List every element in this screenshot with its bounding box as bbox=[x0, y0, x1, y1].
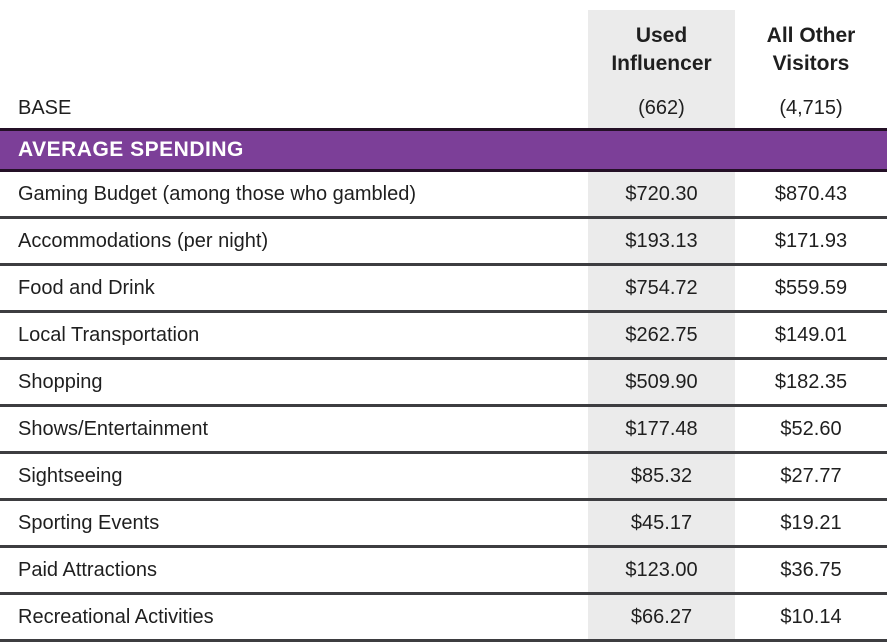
used-influencer-value: $193.13 bbox=[625, 229, 698, 252]
table-row: Gaming Budget (among those who gambled) … bbox=[0, 172, 887, 219]
table-row: Sporting Events $45.17 $19.21 bbox=[0, 501, 887, 548]
row-label: Sightseeing bbox=[18, 464, 123, 487]
column-header-row: Used Influencer All Other Visitors bbox=[0, 0, 887, 88]
col-header-all-other-visitors: All Other Visitors bbox=[766, 24, 856, 75]
all-other-visitors-value: $171.93 bbox=[774, 229, 848, 252]
used-influencer-value: $754.72 bbox=[625, 276, 698, 299]
used-influencer-value: $45.17 bbox=[630, 511, 693, 534]
base-all-other-visitors-count: (4,715) bbox=[779, 96, 843, 119]
used-influencer-value: $66.27 bbox=[630, 605, 693, 628]
used-influencer-column-highlight bbox=[588, 10, 735, 642]
used-influencer-value: $85.32 bbox=[630, 464, 693, 487]
used-influencer-value: $262.75 bbox=[625, 323, 698, 346]
used-influencer-value: $509.90 bbox=[625, 370, 698, 393]
table-row: Paid Attractions $123.00 $36.75 bbox=[0, 548, 887, 595]
row-label: Shows/Entertainment bbox=[18, 417, 209, 440]
row-label: Gaming Budget (among those who gambled) bbox=[18, 182, 417, 205]
table-row: Recreational Activities $66.27 $10.14 bbox=[0, 595, 887, 642]
table-row: Shows/Entertainment $177.48 $52.60 bbox=[0, 407, 887, 454]
all-other-visitors-value: $559.59 bbox=[774, 276, 848, 299]
used-influencer-value: $177.48 bbox=[625, 417, 698, 440]
table-row: Local Transportation $262.75 $149.01 bbox=[0, 313, 887, 360]
section-header-average-spending: AVERAGE SPENDING bbox=[0, 128, 887, 172]
row-label: Local Transportation bbox=[18, 323, 200, 346]
row-label: Food and Drink bbox=[18, 276, 155, 299]
all-other-visitors-value: $149.01 bbox=[774, 323, 848, 346]
table-row: Accommodations (per night) $193.13 $171.… bbox=[0, 219, 887, 266]
base-row: BASE (662) (4,715) bbox=[0, 88, 887, 128]
base-used-influencer-count: (662) bbox=[638, 96, 685, 119]
table-rows: Gaming Budget (among those who gambled) … bbox=[0, 172, 887, 642]
section-header-label: AVERAGE SPENDING bbox=[18, 138, 244, 161]
all-other-visitors-value: $52.60 bbox=[780, 417, 842, 440]
all-other-visitors-value: $10.14 bbox=[780, 605, 842, 628]
all-other-visitors-value: $27.77 bbox=[780, 464, 842, 487]
row-label: Shopping bbox=[18, 370, 103, 393]
col-header-used-influencer: Used Influencer bbox=[611, 24, 712, 75]
table-row: Sightseeing $85.32 $27.77 bbox=[0, 454, 887, 501]
row-label: Paid Attractions bbox=[18, 558, 157, 581]
row-label: Accommodations (per night) bbox=[18, 229, 269, 252]
table-row: Shopping $509.90 $182.35 bbox=[0, 360, 887, 407]
all-other-visitors-value: $19.21 bbox=[780, 511, 842, 534]
row-label: Recreational Activities bbox=[18, 605, 214, 628]
used-influencer-value: $123.00 bbox=[625, 558, 698, 581]
all-other-visitors-value: $870.43 bbox=[774, 182, 848, 205]
table-row: Food and Drink $754.72 $559.59 bbox=[0, 266, 887, 313]
used-influencer-value: $720.30 bbox=[625, 182, 698, 205]
all-other-visitors-value: $182.35 bbox=[774, 370, 848, 393]
header-spacer bbox=[0, 0, 588, 88]
all-other-visitors-value: $36.75 bbox=[780, 558, 842, 581]
row-label: Sporting Events bbox=[18, 511, 160, 534]
base-label: BASE bbox=[18, 96, 72, 119]
